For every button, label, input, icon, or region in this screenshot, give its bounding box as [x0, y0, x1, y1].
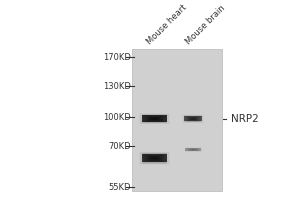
Bar: [192, 149, 194, 150]
Text: 70KD: 70KD: [108, 142, 130, 151]
Bar: [192, 149, 195, 150]
Bar: [142, 114, 167, 123]
Bar: [183, 115, 203, 123]
Bar: [183, 147, 204, 152]
Bar: [147, 155, 162, 161]
Bar: [145, 115, 164, 122]
Bar: [186, 116, 200, 122]
Text: Mouse heart: Mouse heart: [145, 3, 189, 46]
Bar: [186, 148, 200, 151]
Bar: [153, 118, 156, 119]
Bar: [191, 118, 195, 120]
Text: 170KD: 170KD: [103, 53, 130, 62]
Bar: [150, 117, 159, 120]
Bar: [152, 157, 157, 159]
Bar: [153, 158, 156, 159]
Bar: [150, 156, 159, 160]
Bar: [184, 147, 202, 152]
Bar: [191, 149, 196, 150]
Text: NRP2: NRP2: [231, 114, 258, 124]
Text: 130KD: 130KD: [103, 82, 130, 91]
Bar: [146, 155, 163, 162]
Bar: [184, 115, 202, 122]
Bar: [185, 116, 201, 122]
Bar: [184, 116, 202, 121]
Bar: [188, 148, 199, 151]
Bar: [187, 148, 200, 151]
Bar: [149, 156, 160, 161]
Bar: [152, 118, 157, 120]
Bar: [146, 116, 163, 122]
Bar: [188, 117, 198, 121]
Bar: [189, 117, 197, 120]
Bar: [142, 115, 167, 122]
Bar: [149, 117, 160, 121]
Bar: [140, 152, 169, 164]
Bar: [142, 153, 167, 164]
Bar: [192, 118, 194, 119]
Bar: [189, 149, 198, 151]
Text: Mouse brain: Mouse brain: [184, 3, 227, 46]
Bar: [182, 114, 204, 123]
Bar: [187, 116, 199, 121]
Bar: [139, 152, 170, 165]
Bar: [147, 116, 162, 121]
Bar: [132, 49, 222, 191]
Bar: [182, 114, 205, 124]
Text: 100KD: 100KD: [103, 113, 130, 122]
Bar: [185, 148, 201, 152]
Bar: [143, 153, 166, 163]
Bar: [190, 118, 196, 120]
Bar: [145, 154, 164, 162]
Bar: [140, 114, 169, 124]
Bar: [142, 154, 167, 162]
Bar: [190, 149, 197, 150]
Bar: [139, 113, 170, 124]
Bar: [143, 115, 166, 123]
Bar: [137, 113, 172, 125]
Bar: [137, 151, 172, 165]
Bar: [185, 148, 201, 151]
Bar: [184, 147, 203, 152]
Text: 55KD: 55KD: [108, 183, 130, 192]
